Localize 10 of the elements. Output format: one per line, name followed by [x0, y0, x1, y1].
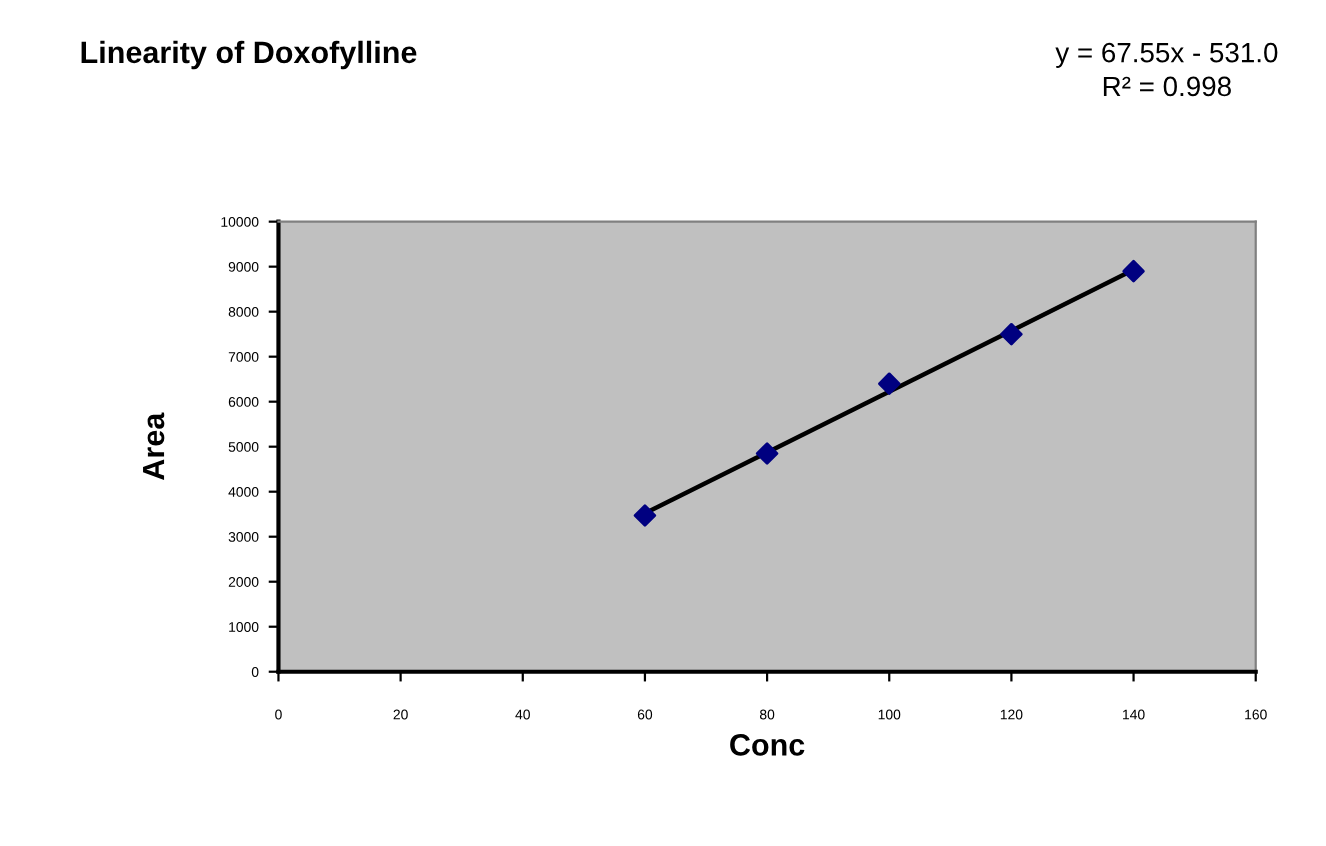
point — [1000, 322, 1023, 346]
text: R² = 0.998 — [1103, 76, 1231, 97]
point — [755, 442, 779, 465]
x-axis-title: Conc — [730, 734, 805, 756]
text: y = 67.55x - 531.0 — [1055, 42, 1278, 68]
point — [1122, 259, 1145, 283]
y-axis-title: Area — [143, 412, 165, 480]
chart-title: Linearity of Doxofylline — [81, 40, 417, 70]
point — [878, 372, 901, 395]
point — [633, 504, 657, 527]
